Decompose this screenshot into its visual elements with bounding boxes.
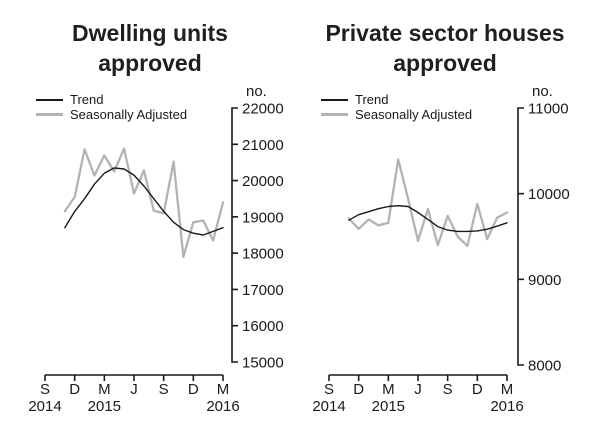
title-line-2: approved: [98, 50, 202, 76]
legend-private-sector-houses: Trend Seasonally Adjusted: [321, 92, 473, 122]
dwelling-units-approved-y-axis: [231, 107, 238, 363]
chart-title-dwelling-units: Dwelling units approved: [10, 18, 290, 78]
legend-label-trend: Trend: [355, 92, 389, 107]
private-sector-houses-approved-year-label: 2015: [372, 398, 405, 415]
legend-label-trend: Trend: [70, 92, 104, 107]
legend-label-seasonally-adjusted: Seasonally Adjusted: [70, 107, 188, 122]
title-line-2: approved: [393, 50, 497, 76]
dwelling-units-approved-y-tick-label: 16000: [242, 318, 284, 335]
trend-line-sample-icon: [36, 98, 63, 101]
dwelling-units-approved-series-line-trend: [64, 167, 224, 236]
legend-item-trend: Trend: [36, 92, 187, 107]
legend-item-seasonally-adjusted: Seasonally Adjusted: [36, 107, 188, 122]
private-sector-houses-approved-x-tick-label: D: [472, 381, 483, 398]
dwelling-units-approved-x-tick-label: M: [98, 381, 111, 398]
dwelling-units-approved-y-tick-label: 20000: [242, 173, 284, 190]
dwelling-units-approved-x-tick-label: S: [40, 381, 50, 398]
seasonally-adjusted-line-sample-icon: [36, 113, 63, 116]
chart-title-private-sector-houses: Private sector houses approved: [303, 18, 587, 78]
dwelling-units-approved-y-tick-label: 22000: [242, 101, 284, 118]
title-line-1: Dwelling units: [72, 20, 228, 46]
dwelling-units-approved-y-tick-label: 19000: [242, 209, 284, 226]
dwelling-units-approved-y-tick-label: 21000: [242, 137, 284, 154]
dwelling-units-approved-year-label: 2016: [206, 398, 239, 415]
legend-label-seasonally-adjusted: Seasonally Adjusted: [355, 107, 473, 122]
legend-dwelling-units: Trend Seasonally Adjusted: [36, 92, 188, 122]
private-sector-houses-approved-y-tick-label: 10000: [528, 186, 570, 203]
private-sector-houses-approved-y-axis: [517, 107, 524, 366]
private-sector-houses-approved-x-tick-label: S: [324, 381, 334, 398]
dwelling-units-approved-y-tick-label: 17000: [242, 282, 284, 299]
private-sector-houses-approved-x-tick-label: D: [353, 381, 364, 398]
private-sector-houses-approved-y-tick-label: 11000: [528, 101, 569, 118]
private-sector-houses-approved-y-tick-label: 8000: [528, 358, 561, 375]
private-sector-houses-approved-series-line-trend: [348, 204, 508, 233]
legend-item-trend: Trend: [321, 92, 472, 107]
private-sector-houses-approved-year-label: 2014: [312, 398, 345, 415]
dwelling-units-approved-x-tick-label: M: [217, 381, 230, 398]
dwelling-units-approved-y-tick-label: 15000: [242, 355, 284, 372]
dwelling-units-approved-x-tick-label: J: [130, 381, 138, 398]
trend-line-sample-icon: [321, 98, 348, 101]
private-sector-houses-approved-unit-label: no.: [532, 83, 553, 100]
legend-item-seasonally-adjusted: Seasonally Adjusted: [321, 107, 473, 122]
dwelling-units-approved-x-tick-label: D: [188, 381, 199, 398]
dwelling-units-approved-y-tick-label: 18000: [242, 246, 284, 263]
dwelling-units-approved-series-line-seasonally-adjusted: [63, 147, 225, 258]
dwelling-units-approved-unit-label: no.: [246, 83, 267, 100]
private-sector-houses-approved-x-tick-label: M: [382, 381, 395, 398]
private-sector-houses-approved-year-label: 2016: [490, 398, 523, 415]
dwelling-units-approved-year-label: 2014: [28, 398, 61, 415]
private-sector-houses-approved-x-tick-label: M: [501, 381, 514, 398]
private-sector-houses-approved-series-line-seasonally-adjusted: [347, 158, 509, 248]
dwelling-units-approved-x-tick-label: S: [159, 381, 169, 398]
dwelling-units-approved-year-label: 2015: [88, 398, 121, 415]
private-sector-houses-approved-y-tick-label: 9000: [528, 272, 561, 289]
seasonally-adjusted-line-sample-icon: [321, 113, 348, 116]
title-line-1: Private sector houses: [325, 20, 565, 46]
dwelling-units-approved-x-tick-label: D: [69, 381, 80, 398]
private-sector-houses-approved-x-tick-label: S: [443, 381, 453, 398]
private-sector-houses-approved-x-tick-label: J: [414, 381, 422, 398]
